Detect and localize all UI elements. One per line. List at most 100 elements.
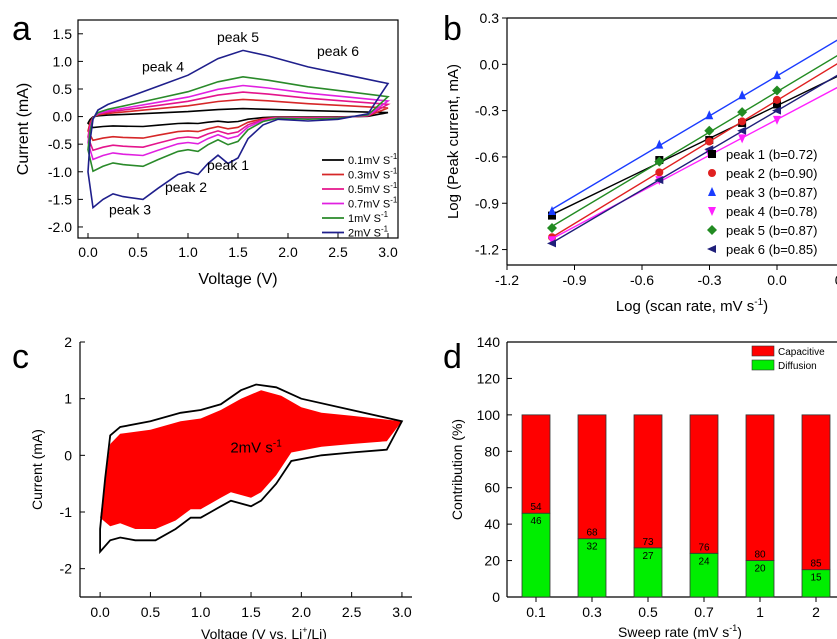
chart-a-ylabel: Current (mA)	[15, 83, 32, 175]
chart-d-ytick-label: 100	[477, 407, 501, 423]
chart-d-xtick-label: 0.7	[694, 604, 714, 620]
chart-b-legend-marker	[708, 187, 716, 196]
chart-a-ytick-label: 0.0	[53, 109, 73, 125]
chart-c-xtick-label: 1.0	[191, 604, 211, 620]
chart-d-bar-capacitive	[801, 414, 831, 571]
chart-a-legend-sup: -1	[390, 152, 398, 161]
chart-d-bar-diffusion	[577, 538, 607, 598]
chart-d-ytick-label: 60	[484, 480, 500, 496]
chart-a-legend-label: 0.1mV S-1	[348, 152, 398, 167]
chart-d-ylabel: Contribution (%)	[449, 419, 465, 520]
chart-b-point	[738, 117, 747, 126]
chart-b-legend-label: peak 4 (b=0.78)	[726, 204, 817, 219]
chart-d-xtick-label: 0.5	[638, 604, 658, 620]
chart-a-xtick-label: 1.0	[178, 244, 198, 260]
chart-a-xtick-label: 0.0	[78, 244, 98, 260]
chart-d-bar-diffusion	[745, 560, 775, 598]
chart-c-xlabel_tail: /Li)	[307, 626, 326, 639]
chart-b-xtick-label: -0.6	[630, 272, 654, 288]
chart-d-label-capacitive: 85	[810, 559, 822, 570]
panel-label-d: d	[443, 338, 462, 376]
chart-d-bar-capacitive	[577, 414, 607, 540]
chart-c-xlabel_sup: +	[302, 625, 307, 635]
chart-b-point	[547, 239, 556, 248]
chart-d-label-diffusion: 24	[698, 556, 710, 567]
chart-d-label-diffusion: 32	[586, 542, 598, 553]
chart-d-label-capacitive: 80	[754, 550, 766, 561]
chart-a-legend-label: 1mV S-1	[348, 210, 389, 225]
chart-b-legend-marker	[708, 169, 716, 177]
chart-d-ytick-label: 0	[492, 589, 500, 605]
chart-b-fit-line	[551, 75, 837, 216]
chart-b-fit-line	[551, 86, 837, 240]
chart-a-xtick-label: 2.5	[328, 244, 348, 260]
chart-b-ytick-label: -0.3	[475, 103, 499, 119]
chart-c-ytick-label: -1	[60, 504, 73, 520]
chart-d-label-capacitive: 73	[642, 537, 654, 548]
chart-b-xlabel_tail: )	[763, 298, 768, 315]
chart-b-fit-line	[551, 63, 837, 238]
chart-d-legend-label: Diffusion	[778, 361, 817, 372]
chart-d-xtick-label: 0.3	[582, 604, 602, 620]
chart-d-legend-swatch	[751, 345, 775, 357]
chart-a-ytick-label: -1.5	[48, 191, 72, 207]
chart-d-xtick-label: 1	[756, 604, 764, 620]
chart-d-label-capacitive: 76	[698, 542, 710, 553]
chart-a-annotation: peak 1	[207, 157, 249, 173]
chart-d-xlabel_sup: -1	[729, 623, 737, 633]
chart-b-point	[654, 156, 665, 167]
chart-d-ytick-label: 20	[484, 553, 500, 569]
chart-b-point	[737, 126, 747, 135]
chart-a-annotation: peak 2	[165, 179, 207, 195]
chart-c-xtick-label: 0.0	[90, 604, 110, 620]
chart-d-label-diffusion: 27	[642, 551, 654, 562]
chart-d-bar-capacitive	[745, 414, 775, 561]
chart-a-xlabel: Voltage (V)	[198, 271, 277, 288]
chart-b-point	[773, 100, 781, 109]
chart-c-capacitive-area	[100, 390, 402, 529]
chart-b-legend-label: peak 3 (b=0.87)	[726, 185, 817, 200]
chart-d-ytick-label: 80	[484, 443, 500, 459]
chart-a-legend-text: 0.5mV S	[348, 184, 390, 196]
chart-d-legend-swatch	[751, 359, 775, 371]
chart-c-ytick-label: 0	[64, 447, 72, 463]
panel-label-b: b	[443, 10, 462, 48]
chart-a-annotation: peak 6	[317, 43, 359, 59]
chart-a-legend-text: 0.1mV S	[348, 155, 390, 167]
chart-c-xtick-label: 0.5	[141, 604, 161, 620]
chart-b-point	[704, 125, 715, 136]
chart-b-legend-label: peak 2 (b=0.90)	[726, 166, 817, 181]
chart-a-xtick-label: 2.0	[278, 244, 298, 260]
chart-a-annotation: peak 3	[109, 201, 151, 217]
chart-b-point	[548, 236, 556, 246]
chart-d-label-diffusion: 46	[530, 516, 542, 527]
chart-b-xtick-label: -0.9	[562, 272, 586, 288]
chart-a-xtick-label: 0.5	[128, 244, 148, 260]
chart-a-ytick-label: -0.5	[48, 136, 72, 152]
chart-a-ytick-label: 1.5	[53, 26, 73, 42]
chart-b-xtick-label: -0.3	[697, 272, 721, 288]
chart-d-bar-diffusion	[801, 569, 831, 598]
chart-b-fit-line	[551, 55, 837, 227]
chart-c-cv-curve	[99, 383, 404, 555]
chart-d-ytick-label: 140	[477, 334, 501, 350]
chart-c-xtick-label: 1.5	[241, 604, 261, 620]
chart-c-xtick-label: 3.0	[392, 604, 412, 620]
chart-b-point	[738, 134, 747, 144]
chart-b-legend-label: peak 1 (b=0.72)	[726, 147, 817, 162]
chart-b-xtick-label: 0.0	[767, 272, 787, 288]
chart-b-point	[773, 115, 781, 125]
chart-d-label-diffusion: 15	[810, 573, 822, 584]
chart-b-ytick-label: 0.3	[480, 10, 500, 26]
chart-c-annotation: 2mV s-1	[230, 439, 282, 457]
chart-b-xlabel: Log (scan rate, mV s-1)	[616, 297, 768, 315]
chart-a-series-line	[87, 49, 390, 210]
chart-b-point	[705, 110, 714, 120]
chart-a-xtick-label: 1.5	[228, 244, 248, 260]
chart-d: 0204060801001201400.154460.368320.573270…	[449, 334, 837, 639]
chart-d-xlabel: Sweep rate (mV s	[618, 624, 729, 639]
chart-b: -1.2 -0.9 -0.6 -0.3 0.0 0.3 -1.2 -0.9 -0.6 -0.3 0.…	[445, 10, 837, 315]
chart-a-legend-sup: -1	[381, 210, 389, 219]
